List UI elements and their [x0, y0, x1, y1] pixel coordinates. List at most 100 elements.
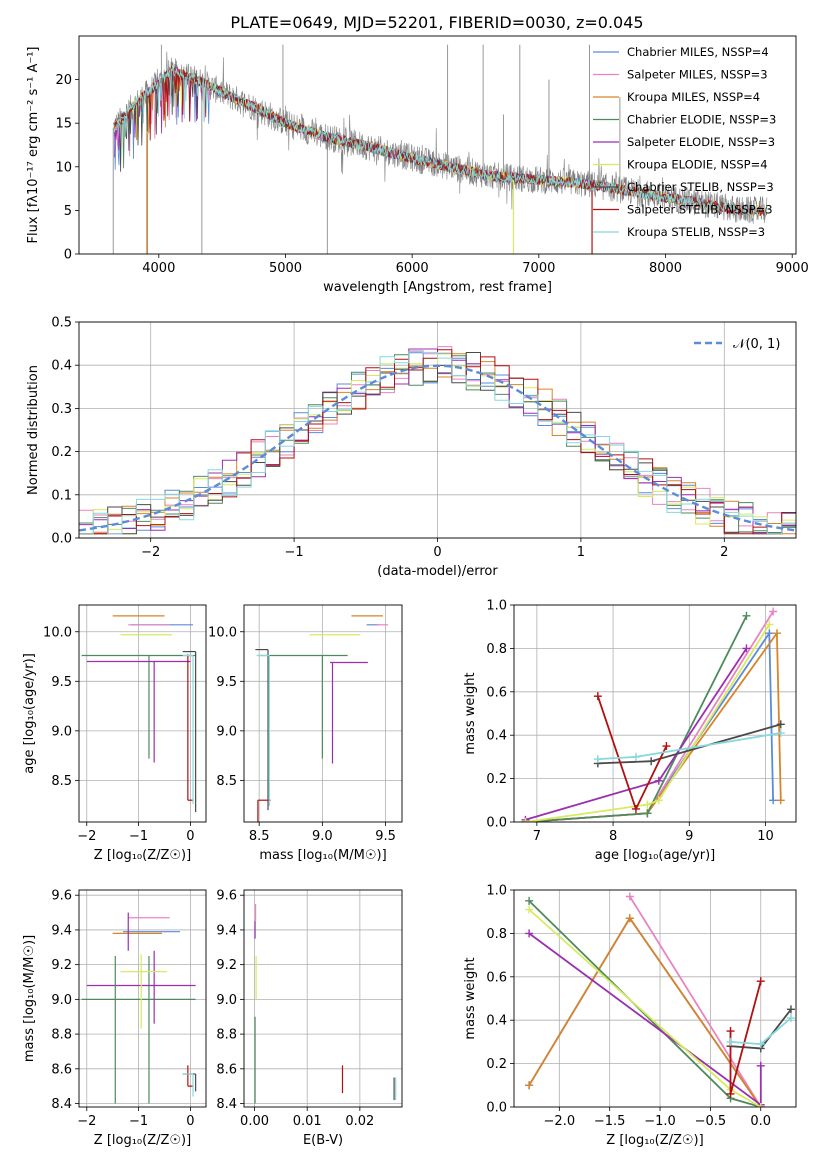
age-vs-metallicity-panel: −2 −1 0 8.5 9.0 9.5 10.0 Z [log₁₀(Z/Z☉)] age [lo… — [22, 604, 207, 863]
y-tick-label: 9.2 — [51, 958, 72, 973]
errorbar-point — [187, 654, 194, 801]
y-tick-label: 0.0 — [51, 532, 72, 547]
y-tick-label: 0.2 — [486, 1057, 507, 1072]
x-tick-label: 0.01 — [293, 1114, 322, 1129]
x-tick-label: −0.5 — [695, 1114, 727, 1129]
errorbar-point — [81, 955, 196, 1104]
series-line — [525, 615, 748, 822]
series-line — [596, 695, 668, 812]
y-axis-label: mass weight — [463, 672, 478, 754]
series-marker — [521, 818, 530, 822]
errorbar-plot-area — [81, 615, 197, 813]
series-marker — [654, 796, 663, 805]
spectrum-panel: 4000 5000 6000 7000 8000 9000 0 5 10 15 20 waveleng… — [26, 35, 809, 295]
series-marker — [593, 692, 602, 701]
y-tick-label: 8.5 — [216, 774, 237, 789]
x-tick-label: 0 — [186, 1114, 194, 1129]
errorbar-plot-area — [81, 912, 197, 1104]
spectrum-plot-area — [112, 44, 768, 254]
errorbar-point — [120, 954, 168, 1029]
series-line — [528, 932, 762, 1107]
legend-label: 𝒩(0, 1) — [733, 337, 780, 352]
series-marker — [765, 629, 774, 638]
y-axis-label: Normed distribution — [26, 365, 41, 495]
y-tick-label: 0.5 — [51, 316, 72, 331]
y-tick-label: 9.0 — [216, 724, 237, 739]
y-tick-label: 1.0 — [486, 599, 507, 614]
series-marker — [756, 1103, 765, 1107]
y-tick-label: 0.3 — [51, 402, 72, 417]
y-tick-label: 9.6 — [51, 889, 72, 904]
series-marker — [631, 804, 640, 813]
series-marker — [776, 796, 785, 805]
series-marker — [786, 1014, 795, 1023]
axes-frame — [513, 604, 797, 823]
series-marker — [625, 914, 634, 923]
y-tick-label: 9.5 — [51, 675, 72, 690]
mass-vs-metallicity-panel: −2 −1 0 8.4 8.6 8.8 9.0 9.2 9.4 9.6 Z [log₁₀(Z/Z☉)… — [22, 889, 207, 1148]
series-marker — [776, 720, 785, 729]
x-tick-label: −1 — [129, 1114, 148, 1129]
y-tick-label: 9.0 — [51, 993, 72, 1008]
histogram-series — [79, 351, 796, 535]
axes-frame — [513, 889, 797, 1108]
series-marker — [742, 611, 751, 620]
y-tick-label: 0.4 — [486, 729, 507, 744]
series-line — [528, 900, 762, 1107]
errorbar-plot-area — [254, 903, 397, 1104]
series-marker — [525, 1081, 534, 1090]
y-tick-label: 8.4 — [216, 1097, 237, 1112]
x-tick-label: 10 — [757, 829, 774, 844]
x-tick-label: 7 — [533, 829, 541, 844]
series-line — [525, 630, 774, 822]
errorbar-point — [259, 654, 348, 759]
y-tick-label: 10.0 — [43, 625, 72, 640]
age-vs-mass-panel: 8.5 9.0 9.5 8.5 9.0 9.5 10.0 mass [log₁₀(M/M☉)] — [208, 604, 403, 863]
legend-label: Salpeter MILES, NSSP=3 — [627, 68, 768, 82]
y-tick-label: 8.8 — [51, 1028, 72, 1043]
x-axis-label: age [log₁₀(age/yr)] — [595, 848, 716, 863]
x-tick-label: −2.0 — [544, 1114, 576, 1129]
x-tick-label: −1.5 — [594, 1114, 626, 1129]
y-axis-label: Flux [fλ10⁻¹⁷ erg cm⁻² s⁻¹ A⁻¹] — [26, 47, 41, 244]
y-tick-label: 5 — [64, 204, 72, 219]
x-tick-label: 8000 — [649, 261, 682, 276]
errorbar-point — [86, 660, 191, 763]
legend-label: Kroupa MILES, NSSP=4 — [627, 90, 760, 104]
line-plot-area — [521, 607, 785, 822]
x-tick-label: 0.02 — [345, 1114, 374, 1129]
x-tick-label: 0.00 — [240, 1114, 269, 1129]
y-tick-label: 0.0 — [486, 1101, 507, 1116]
y-tick-label: 9.0 — [216, 993, 237, 1008]
x-axis-label: Z [log₁₀(Z/Z☉)] — [94, 1133, 191, 1148]
errorbar-point — [329, 661, 368, 764]
errorbar-point — [187, 1065, 194, 1087]
series-marker — [772, 629, 781, 638]
series-line — [729, 980, 762, 1095]
y-tick-label: 0.2 — [51, 445, 72, 460]
x-tick-label: 9.0 — [312, 829, 333, 844]
y-tick-label: 8.6 — [216, 1062, 237, 1077]
model-fit-line — [114, 67, 767, 216]
legend-label: Salpeter ELODIE, NSSP=3 — [627, 135, 775, 149]
residual-histogram-panel: −2 −1 0 1 2 0.0 0.1 0.2 0.3 0.4 0.5 (data-model)/er… — [26, 316, 797, 579]
series-marker — [643, 800, 652, 809]
axes-frame — [78, 604, 207, 823]
legend: 𝒩(0, 1) — [694, 337, 780, 352]
x-tick-label: −2 — [77, 1114, 96, 1129]
errorbar-point — [257, 799, 271, 822]
errorbar-plot-area — [255, 615, 389, 822]
series-marker — [726, 1089, 735, 1098]
y-tick-label: 9.2 — [216, 958, 237, 973]
x-axis-label: (data-model)/error — [377, 564, 498, 579]
x-tick-label: 5000 — [269, 261, 302, 276]
y-tick-label: 0.8 — [486, 642, 507, 657]
x-tick-label: −2 — [141, 545, 160, 560]
x-tick-label: 8 — [609, 829, 617, 844]
y-tick-label: 0.1 — [51, 488, 72, 503]
y-tick-label: 1.0 — [486, 884, 507, 899]
histogram-plot-area — [79, 346, 796, 535]
series-marker — [726, 1027, 735, 1036]
series-marker — [776, 729, 785, 738]
series-marker — [631, 752, 640, 761]
